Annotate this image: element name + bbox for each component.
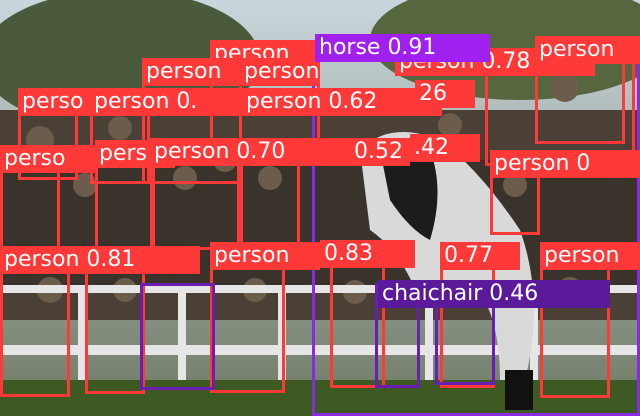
- person-label: person 0.: [90, 88, 250, 116]
- person-label: person: [210, 242, 320, 270]
- person-label: person: [240, 58, 320, 86]
- person-label: 0.52: [350, 138, 410, 166]
- person-box: [85, 262, 145, 394]
- person-label: person 0.62: [242, 88, 442, 116]
- person-label: 26: [415, 80, 475, 108]
- person-label: person 0.81: [0, 246, 200, 274]
- person-label: 0.77: [440, 242, 520, 270]
- person-label: person 0.70: [150, 138, 350, 166]
- person-label: 0.83: [320, 240, 415, 268]
- person-label: perso: [0, 145, 95, 173]
- person-label: person: [142, 58, 242, 86]
- person-label: person: [540, 242, 640, 270]
- horse-label: horse 0.91: [315, 34, 490, 62]
- person-label: .42: [410, 134, 480, 162]
- person-label: person: [535, 36, 640, 64]
- chair-label: chaichair 0.46: [378, 280, 610, 308]
- chair-box: [140, 283, 215, 390]
- person-label: person 0: [490, 150, 640, 178]
